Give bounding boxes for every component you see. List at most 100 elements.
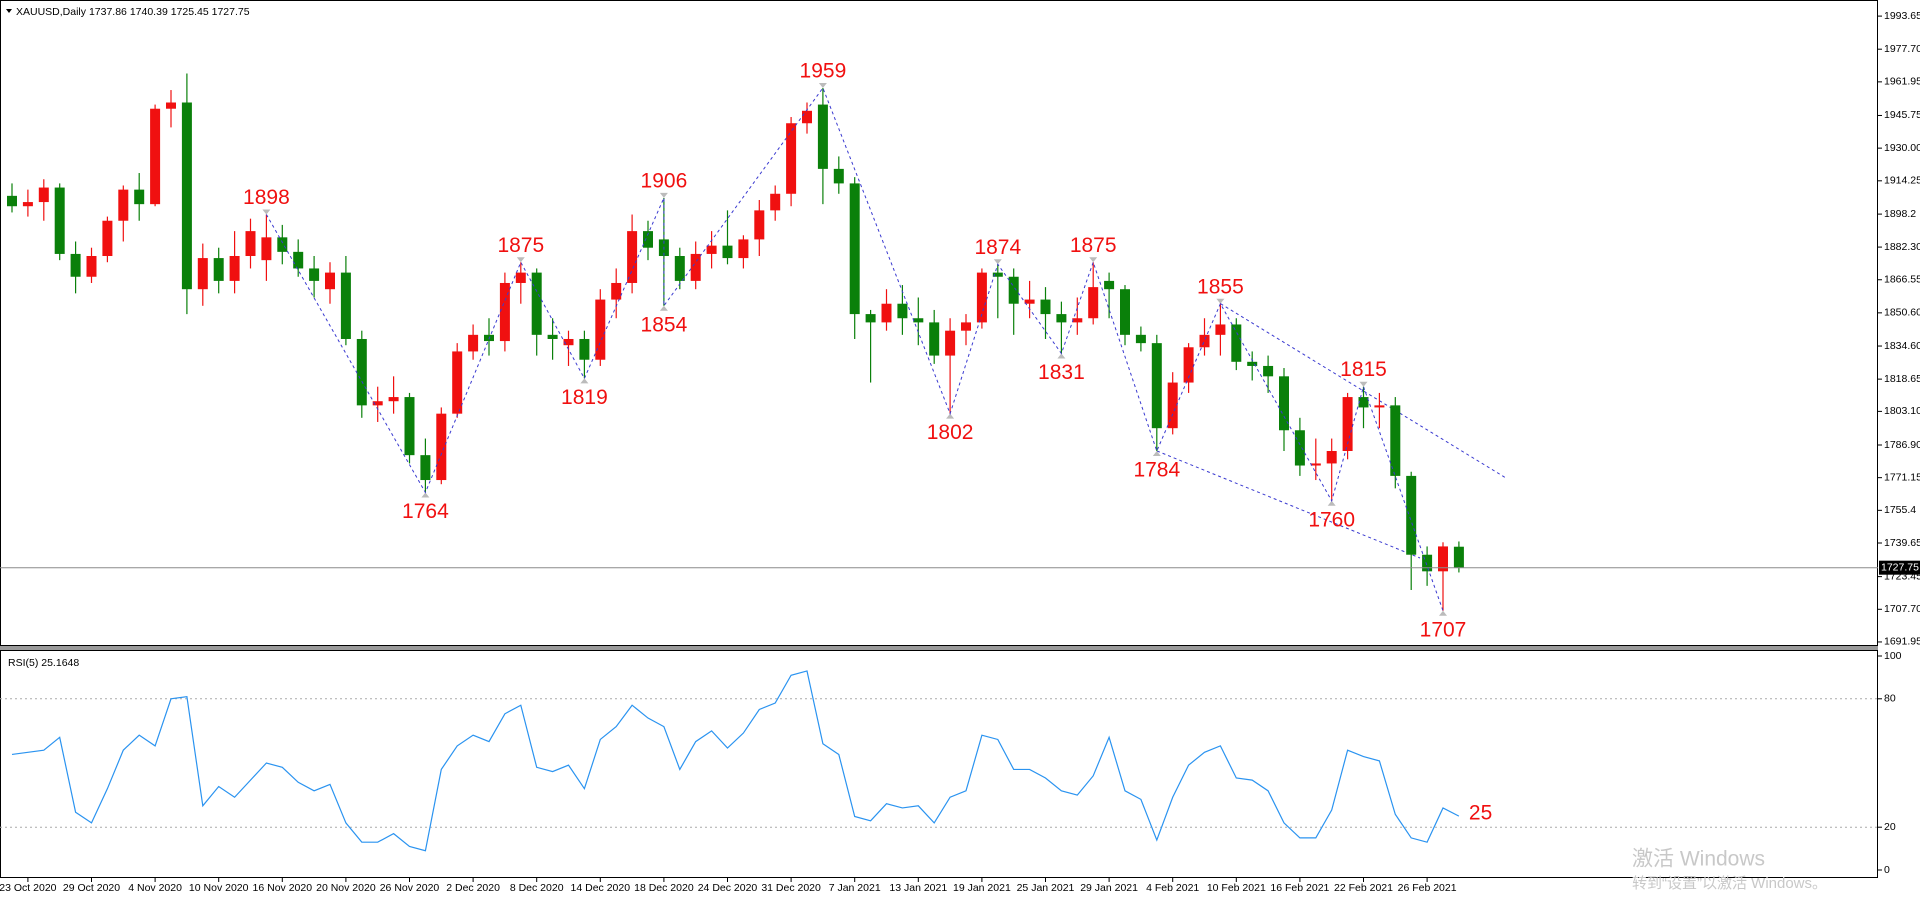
x-tick-label: 19 Jan 2021 [953,882,1011,894]
candle-body [1135,334,1146,344]
pivot-arrow [946,413,955,419]
candle-body [1199,334,1210,348]
x-tick-label: 29 Oct 2020 [63,882,120,894]
candle-body [261,237,272,261]
candle-body [674,256,685,281]
candle-body [499,282,510,342]
candle-body [976,272,987,323]
candle-body [754,210,765,240]
candle-body [1008,276,1019,304]
candle-body [1088,287,1099,319]
candle-body [7,195,17,207]
candle-body [118,189,129,221]
candle-body [1279,376,1289,431]
x-tick-label: 14 Dec 2020 [571,882,631,894]
pivot-label: 1764 [402,500,449,523]
pivot-label: 1855 [1197,275,1244,298]
candle-body [1167,382,1178,429]
rsi-title: RSI(5) 25.1648 [8,657,79,669]
candle-body [1406,475,1417,555]
y-tick-label: 1739.65 [1884,537,1920,549]
x-tick-label: 7 Jan 2021 [829,882,881,894]
pivot-label: 1707 [1420,618,1467,641]
candle-body [770,193,781,211]
candle-body [563,338,574,346]
lower-channel-line [1156,450,1421,559]
y-tick-label: 1850.60 [1884,307,1920,319]
watermark-title: 激活 Windows [1632,848,1765,871]
pivot-arrow [262,209,271,215]
pivot-label: 1819 [561,386,608,409]
candle-body [309,268,320,281]
candle-body [579,338,590,360]
candle-body [627,231,638,283]
candle-body [992,272,1003,277]
pivot-label: 1760 [1308,508,1355,531]
candle-body [102,220,113,257]
pivot-arrow [1089,257,1098,263]
candle-body [166,102,176,109]
last-high: 1740.39 [130,6,168,18]
x-tick-label: 16 Nov 2020 [253,882,313,894]
candle-body [1310,463,1321,466]
candle-body [929,322,940,356]
candle-body [738,239,749,259]
last-close: 1727.75 [212,6,250,18]
candle-body [1263,365,1274,377]
candle-body [1390,405,1401,476]
candle-body [595,299,606,360]
candle-body [134,189,145,205]
main-panel-frame [0,0,1878,646]
watermark-subtitle: 转到“设置”以激活 Windows。 [1632,875,1827,892]
candle-body [865,314,876,323]
candle-body [245,231,256,257]
candle-body [1247,361,1258,366]
pivot-arrow [818,82,827,88]
candle-body [945,330,956,356]
last-low: 1725.45 [171,6,209,18]
zigzag-line [265,86,1444,611]
candle-body [1326,451,1337,464]
chart-title: XAUUSD,Daily 1737.86 1740.39 1725.45 172… [16,6,250,18]
candle-body [1422,554,1433,572]
last-open: 1737.86 [89,6,127,18]
pivot-label: 1906 [641,169,688,192]
candle-body [817,104,828,169]
pivot-label: 1898 [243,186,290,209]
candle-body [1040,299,1051,315]
x-tick-label: 26 Feb 2021 [1398,882,1457,894]
candle-body [70,253,81,277]
candle-body [1151,343,1162,429]
x-tick-label: 13 Jan 2021 [889,882,947,894]
candle-body [452,351,463,414]
x-tick-label: 20 Nov 2020 [316,882,376,894]
y-tick-label: 1707.70 [1884,603,1920,615]
candle-body [1453,546,1464,568]
candle-body [1056,314,1067,323]
candle-body [22,202,33,207]
pivot-arrow [659,192,668,198]
current-price-label: 1727.75 [1881,561,1919,573]
rsi-line [11,670,1460,852]
candle-body [436,413,447,481]
candle-body [1120,289,1130,335]
candle-body [468,334,479,352]
y-tick-label: 1755.4 [1884,504,1916,516]
x-tick-label: 25 Jan 2021 [1017,882,1075,894]
y-tick-label: 1930.00 [1884,142,1920,154]
pivot-arrow [1216,298,1225,304]
x-tick-label: 22 Feb 2021 [1334,882,1393,894]
candle-body [1024,299,1035,304]
rsi-tick-label: 0 [1884,864,1890,876]
candle-body [1231,324,1242,362]
candle-body [531,272,542,335]
rsi-tick-label: 80 [1884,693,1896,705]
y-tick-label: 1834.60 [1884,340,1920,352]
y-tick-label: 1691.95 [1884,636,1920,648]
candle-body [881,303,892,323]
current-price-box [1879,560,1920,575]
y-tick-label: 1945.75 [1884,109,1920,121]
candle-body [515,272,526,283]
candle-body [547,334,558,339]
upper-channel-line [1220,303,1507,479]
